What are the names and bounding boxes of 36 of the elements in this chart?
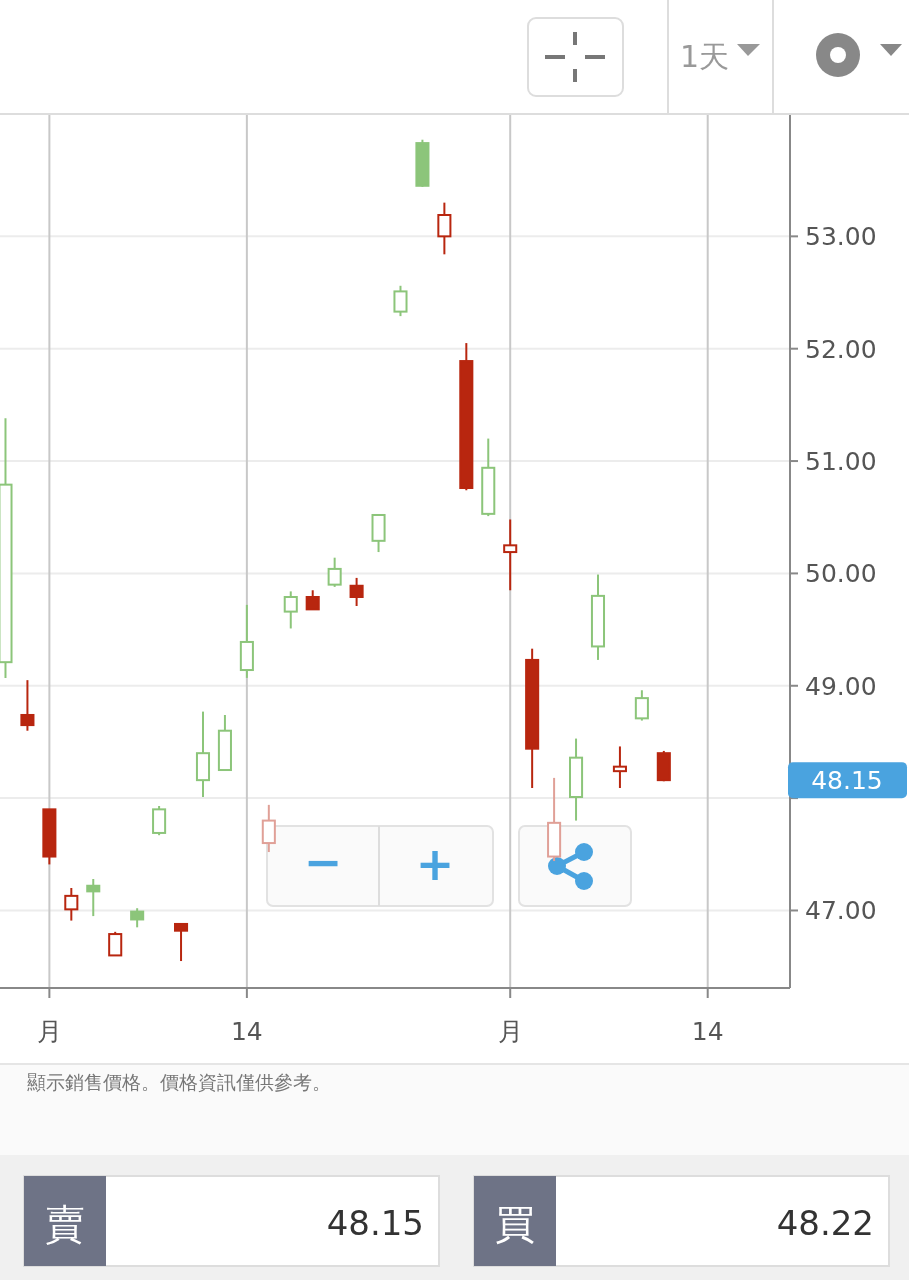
candlestick bbox=[108, 930, 123, 957]
y-tick-label: 51.00 bbox=[805, 447, 877, 477]
y-tick-label: 49.00 bbox=[805, 671, 877, 701]
x-tick-label: 14 bbox=[230, 1017, 263, 1046]
text: 1天 bbox=[680, 39, 730, 74]
candlestick bbox=[503, 518, 518, 592]
annotation: + bbox=[415, 837, 455, 891]
y-tick-label: 50.00 bbox=[805, 559, 877, 589]
candlestick bbox=[393, 284, 408, 318]
text: 48.15 bbox=[326, 1203, 424, 1243]
candlestick bbox=[327, 556, 342, 588]
text: 顯示銷售價格。價格資訊僅供參考。 bbox=[27, 1071, 331, 1093]
x-tick-label: 月 bbox=[497, 1017, 523, 1046]
candlestick bbox=[305, 589, 320, 611]
candlestick bbox=[64, 887, 79, 922]
y-tick-label: 53.00 bbox=[805, 222, 877, 252]
x-tick-label: 月 bbox=[36, 1017, 62, 1046]
text: 48.15 bbox=[811, 766, 883, 796]
text: 買 bbox=[495, 1201, 535, 1247]
candlestick bbox=[437, 201, 452, 256]
candlestick bbox=[174, 922, 189, 963]
annotation: − bbox=[303, 835, 343, 889]
candlestick bbox=[86, 878, 101, 918]
candlestick bbox=[283, 590, 298, 630]
text: 48.22 bbox=[776, 1203, 874, 1243]
candlestick bbox=[261, 803, 276, 854]
x-tick-label: 14 bbox=[691, 1017, 724, 1046]
y-tick-label: 52.00 bbox=[805, 334, 877, 364]
candlestick bbox=[20, 679, 35, 732]
candlestick bbox=[612, 745, 627, 790]
y-tick-label: 47.00 bbox=[805, 896, 877, 926]
text: 賣 bbox=[45, 1201, 85, 1247]
candlestick bbox=[152, 804, 167, 837]
candlestick bbox=[634, 689, 649, 722]
candlestick bbox=[130, 907, 145, 929]
candlestick bbox=[349, 576, 364, 607]
